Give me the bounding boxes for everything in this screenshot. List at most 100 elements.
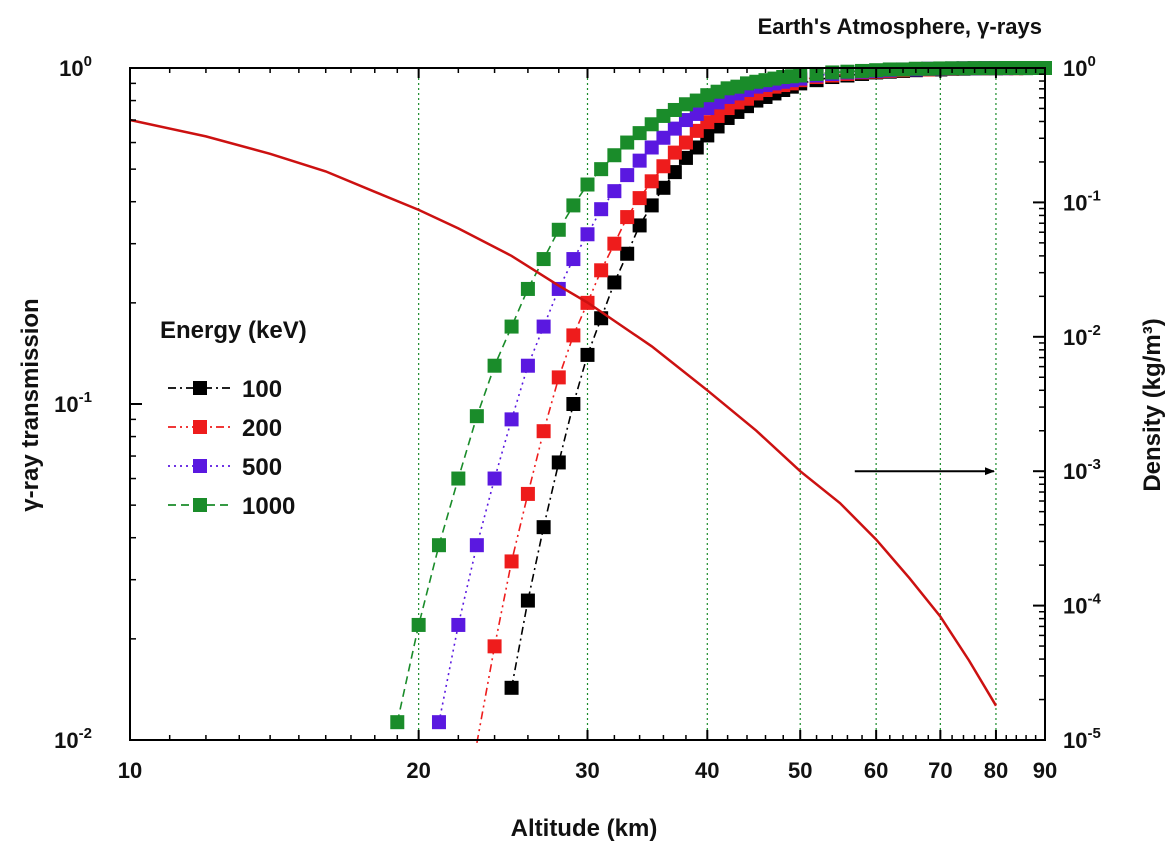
y-right-tick-label: 10-1: [1063, 187, 1101, 215]
legend-marker-200: [193, 420, 207, 434]
data-point-1000: [678, 97, 693, 112]
ticks-layer: 10 20 30 40 50 60 70 80 90 100 10-1 10-2 100 10-1 10-2…: [54, 53, 1101, 783]
x-tick-label: 70: [928, 758, 952, 783]
y-right-tick-label: 100: [1063, 53, 1096, 81]
data-point-1000: [580, 177, 595, 192]
data-point-1000: [504, 319, 519, 334]
x-tick-label: 10: [118, 758, 142, 783]
data-point-1000: [644, 117, 659, 132]
data-point-1000: [411, 617, 426, 632]
data-point-1000: [551, 222, 566, 237]
y-right-tick-label: 10-3: [1063, 456, 1101, 484]
data-point-500: [689, 106, 704, 121]
data-point-200: [667, 145, 682, 160]
legend-label-200: 200: [242, 415, 282, 442]
data-point-200: [520, 486, 535, 501]
data-point-200: [551, 370, 566, 385]
data-point-200: [620, 210, 635, 225]
grid-layer: [418, 68, 997, 740]
data-point-200: [632, 191, 647, 206]
data-point-500: [487, 471, 502, 486]
x-tick-label: 90: [1033, 758, 1057, 783]
legend-marker-100: [193, 381, 207, 395]
data-point-200: [487, 639, 502, 654]
data-point-200: [536, 424, 551, 439]
data-point-500: [667, 121, 682, 136]
series-line-500: [438, 67, 1045, 723]
data-point-200: [689, 123, 704, 138]
data-point-1000: [620, 135, 635, 150]
y-left-tick-label: 100: [59, 53, 92, 81]
data-point-500: [551, 281, 566, 296]
series-line-density: [129, 118, 998, 707]
data-point-500: [566, 252, 581, 267]
legend-marker-1000: [193, 498, 207, 512]
data-point-1000: [487, 358, 502, 373]
data-point-1000: [656, 108, 671, 123]
data-point-100: [551, 455, 566, 470]
x-tick-label: 60: [864, 758, 888, 783]
y-right-tick-label: 10-5: [1063, 725, 1101, 753]
legend-title: Energy (keV): [160, 317, 307, 344]
chart-title: Earth's Atmosphere, γ-rays: [758, 14, 1042, 39]
data-point-500: [536, 319, 551, 334]
data-point-1000: [451, 471, 466, 486]
data-point-500: [431, 715, 446, 730]
legend-marker-500: [193, 459, 207, 473]
data-point-1000: [689, 93, 704, 108]
data-point-200: [607, 236, 622, 251]
data-point-1000: [390, 715, 405, 730]
data-point-1000: [536, 252, 551, 267]
data-point-200: [504, 554, 519, 569]
data-point-500: [580, 227, 595, 242]
data-point-1000: [667, 102, 682, 117]
data-point-500: [469, 538, 484, 553]
data-point-100: [656, 180, 671, 195]
y-left-axis-title: γ-ray transmission: [17, 298, 44, 511]
data-point-200: [656, 159, 671, 174]
data-point-100: [520, 593, 535, 608]
y-right-tick-label: 10-4: [1063, 591, 1101, 619]
data-point-1000: [594, 162, 609, 177]
data-point-500: [594, 202, 609, 217]
data-point-100: [620, 246, 635, 261]
data-point-100: [566, 397, 581, 411]
y-left-tick-label: 10-2: [54, 725, 92, 753]
data-point-500: [451, 617, 466, 632]
data-point-100: [667, 165, 682, 180]
data-point-100: [644, 198, 659, 213]
data-point-100: [536, 520, 551, 535]
data-point-1000: [632, 126, 647, 141]
data-point-100: [580, 347, 595, 362]
series-line-100: [510, 67, 1045, 688]
legend-label-100: 100: [242, 376, 282, 403]
labels-layer: Earth's Atmosphere, γ-rays Altitude (km)…: [17, 14, 1166, 842]
data-point-200: [566, 328, 581, 343]
data-point-500: [504, 412, 519, 427]
series-line-1000: [396, 67, 1045, 723]
data-point-100: [678, 150, 693, 165]
data-point-500: [656, 130, 671, 145]
data-point-500: [520, 358, 535, 373]
data-point-500: [644, 140, 659, 155]
data-point-1000: [431, 538, 446, 553]
data-point-500: [632, 153, 647, 168]
y-right-tick-label: 10-2: [1063, 322, 1101, 350]
legend-label-500: 500: [242, 454, 282, 481]
data-point-500: [607, 184, 622, 199]
data-point-200: [594, 263, 609, 278]
data-point-100: [607, 275, 622, 290]
legend-label-1000: 1000: [242, 493, 295, 520]
data-point-200: [644, 174, 659, 189]
data-point-100: [632, 218, 647, 233]
data-point-1000: [566, 198, 581, 213]
y-right-axis-title: Density (kg/m³): [1139, 318, 1166, 491]
data-point-500: [678, 113, 693, 128]
data-point-500: [620, 168, 635, 183]
x-tick-label: 20: [406, 758, 430, 783]
x-axis-title: Altitude (km): [511, 815, 658, 842]
y-left-tick-label: 10-1: [54, 389, 92, 417]
x-tick-label: 80: [984, 758, 1008, 783]
